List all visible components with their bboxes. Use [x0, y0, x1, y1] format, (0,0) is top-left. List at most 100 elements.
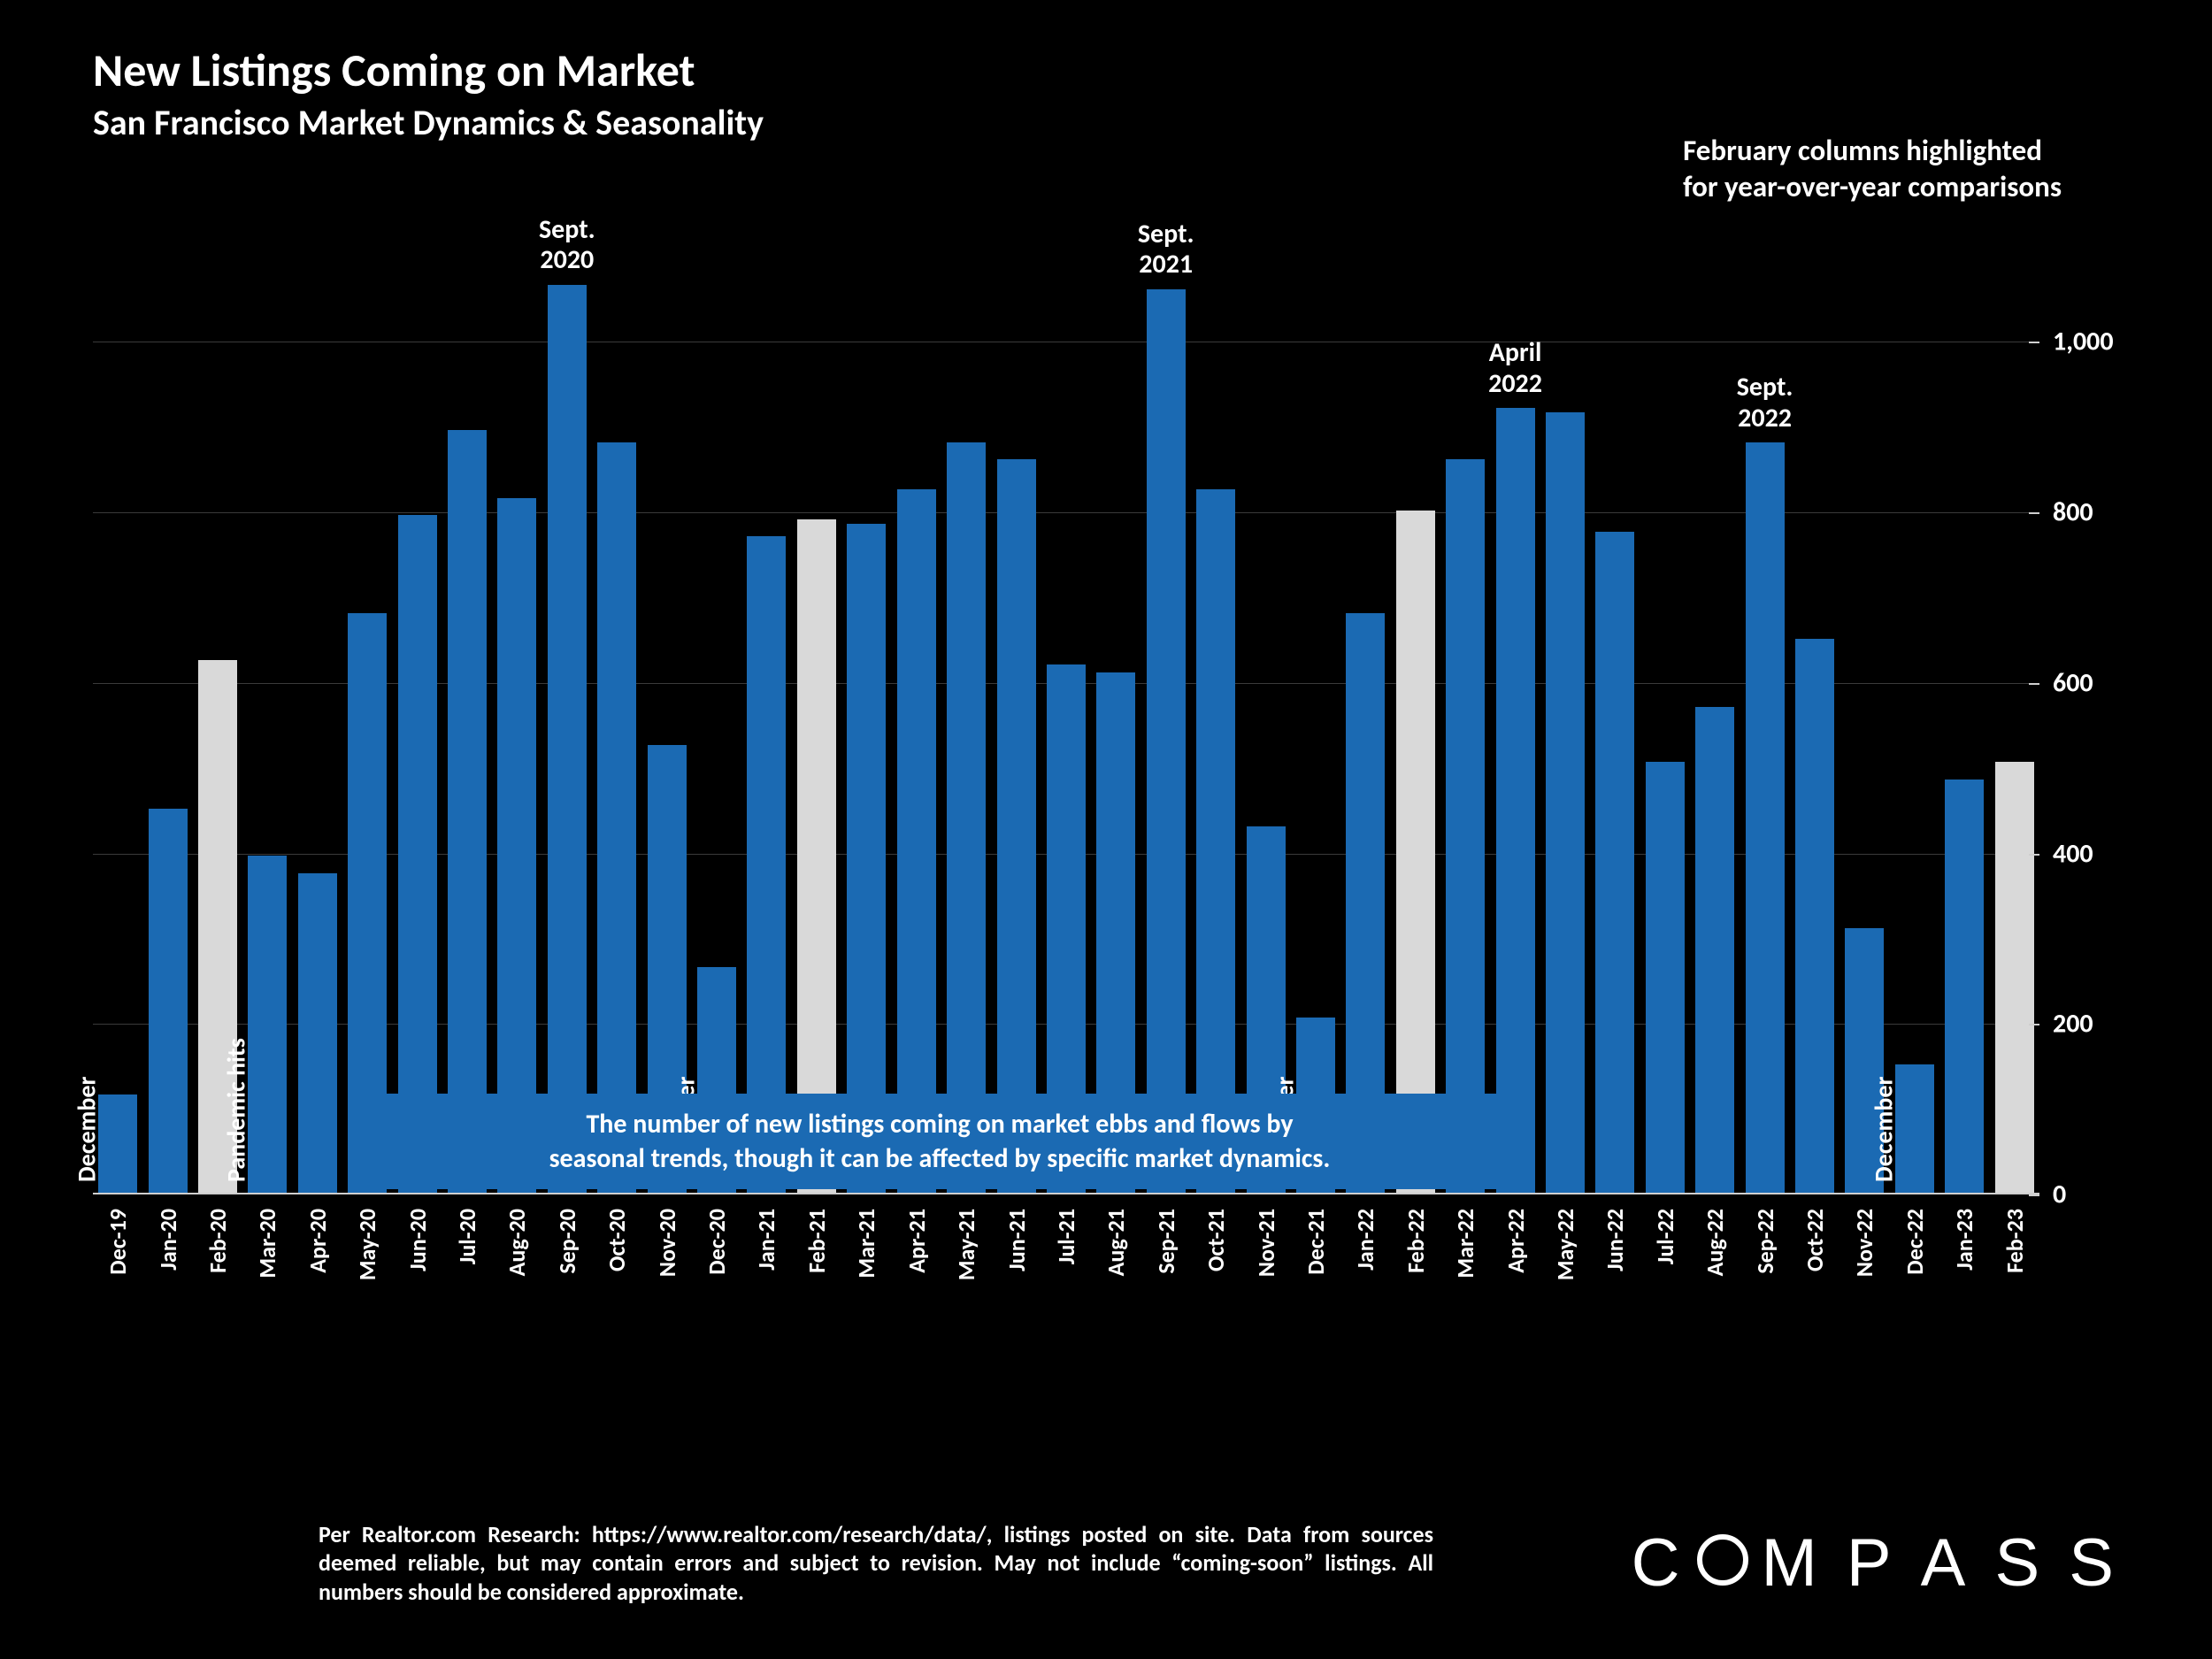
bar-slot: [1340, 257, 1390, 1193]
bar: [448, 430, 487, 1193]
x-axis-label: Dec-22: [1901, 1209, 1929, 1275]
x-axis-label: Jun-20: [403, 1209, 432, 1271]
x-axis-label: Dec-20: [703, 1209, 731, 1275]
bar: December: [1895, 1064, 1934, 1193]
x-label-slot: Oct-21: [1191, 1202, 1240, 1299]
x-label-slot: Dec-21: [1291, 1202, 1340, 1299]
x-label-slot: Dec-19: [93, 1202, 142, 1299]
x-label-slot: Dec-20: [692, 1202, 741, 1299]
bar: [797, 519, 836, 1193]
x-label-slot: Feb-21: [792, 1202, 841, 1299]
bar: [298, 873, 337, 1193]
x-axis-label: Sep-21: [1152, 1209, 1180, 1274]
y-axis-tick-label: 1,000: [2053, 326, 2132, 358]
bar-slot: [1440, 257, 1490, 1193]
x-axis-label: Aug-21: [1102, 1209, 1130, 1276]
x-label-slot: Feb-23: [1989, 1202, 2039, 1299]
x-axis-label: Jan-23: [1950, 1209, 1978, 1271]
x-label-slot: Jan-23: [1939, 1202, 1989, 1299]
x-label-slot: Mar-22: [1440, 1202, 1490, 1299]
bar-slot: [442, 257, 492, 1193]
x-axis-label: Jun-22: [1601, 1209, 1629, 1271]
bar-slot: [1839, 257, 1889, 1193]
caption-box: The number of new listings coming on mar…: [375, 1094, 1504, 1189]
bar-slot: [741, 257, 791, 1193]
bar-vertical-label: December: [72, 1077, 103, 1182]
bar-slot: [492, 257, 541, 1193]
bar-slot: [641, 257, 691, 1193]
x-axis-label: Jul-22: [1651, 1209, 1679, 1264]
x-axis-label: Jul-20: [453, 1209, 481, 1264]
x-axis-label: Jan-22: [1351, 1209, 1379, 1271]
bar: [1795, 639, 1834, 1193]
x-label-slot: Oct-20: [592, 1202, 641, 1299]
x-axis-label: Mar-21: [852, 1209, 880, 1279]
bar-slot: Sept.2022: [1740, 257, 1789, 1193]
bar-slot: [841, 257, 891, 1193]
x-label-slot: Aug-20: [492, 1202, 541, 1299]
bar-slot: [1590, 257, 1640, 1193]
x-label-slot: Sep-21: [1141, 1202, 1191, 1299]
x-axis-label: Mar-22: [1451, 1209, 1479, 1279]
x-axis-label: Apr-22: [1502, 1209, 1530, 1273]
x-axis-label: Aug-22: [1701, 1209, 1729, 1276]
x-label-slot: Sep-22: [1740, 1202, 1789, 1299]
y-axis-tick-label: 0: [2053, 1179, 2132, 1211]
x-axis-label: Apr-20: [303, 1209, 332, 1273]
bar-slot: [1091, 257, 1141, 1193]
x-label-slot: Jan-22: [1340, 1202, 1390, 1299]
x-label-slot: Dec-22: [1890, 1202, 1939, 1299]
bar: Sept.2021: [1147, 289, 1186, 1193]
y-axis-tick-label: 200: [2053, 1008, 2132, 1041]
x-axis-label: Oct-20: [603, 1209, 631, 1271]
bar: Pandemic hits: [248, 856, 287, 1193]
y-axis-tick-label: 600: [2053, 666, 2132, 699]
y-axis: 02004006008001,000: [2053, 257, 2132, 1194]
bar-slot: April2022: [1490, 257, 1540, 1193]
chart: December Pandemic hits Sept.2020 December Se…: [93, 257, 2039, 1301]
bar: [1695, 707, 1734, 1193]
x-label-slot: Aug-22: [1690, 1202, 1740, 1299]
bar: December: [98, 1094, 137, 1193]
bar: [897, 489, 936, 1193]
bar-slot: Sept.2021: [1141, 257, 1191, 1193]
x-label-slot: Jul-21: [1041, 1202, 1091, 1299]
x-label-slot: Jun-20: [392, 1202, 442, 1299]
x-label-slot: Jul-22: [1640, 1202, 1690, 1299]
bar: [597, 442, 636, 1193]
x-label-slot: Sep-20: [542, 1202, 592, 1299]
bar: [398, 515, 437, 1193]
bar: Sept.2020: [548, 285, 587, 1193]
x-axis-label: Sep-20: [553, 1209, 581, 1274]
logo-letter: C: [1632, 1525, 1686, 1601]
x-label-slot: May-21: [941, 1202, 991, 1299]
bar: [1646, 762, 1685, 1193]
bar: [149, 809, 188, 1193]
bar-slot: [1240, 257, 1290, 1193]
y-axis-tick: [2029, 512, 2039, 514]
bar-top-label: Sept.2020: [539, 215, 595, 276]
x-axis-label: Jul-21: [1052, 1209, 1080, 1264]
x-axis-label: Nov-22: [1850, 1209, 1878, 1277]
x-label-slot: Feb-22: [1391, 1202, 1440, 1299]
x-label-slot: May-20: [342, 1202, 392, 1299]
x-axis-label: Jan-20: [154, 1209, 182, 1271]
bar-slot: [1041, 257, 1091, 1193]
bar: [497, 498, 536, 1193]
y-axis-tick-label: 800: [2053, 496, 2132, 529]
bar-slot: Sept.2020: [542, 257, 592, 1193]
bar-slot: [1989, 257, 2039, 1193]
bar-top-label: April2022: [1488, 338, 1542, 399]
bar-slot: [1690, 257, 1740, 1193]
x-axis-label: Jun-21: [1002, 1209, 1031, 1271]
x-axis-label: Feb-21: [803, 1209, 831, 1273]
bar-slot: [941, 257, 991, 1193]
bar: [1446, 459, 1485, 1193]
x-axis-label: Oct-22: [1801, 1209, 1829, 1271]
x-axis-label: Nov-20: [653, 1209, 681, 1277]
x-label-slot: Jul-20: [442, 1202, 492, 1299]
x-label-slot: Aug-21: [1091, 1202, 1141, 1299]
bar: [1546, 412, 1585, 1193]
x-label-slot: Nov-21: [1240, 1202, 1290, 1299]
x-label-slot: Jun-21: [991, 1202, 1041, 1299]
